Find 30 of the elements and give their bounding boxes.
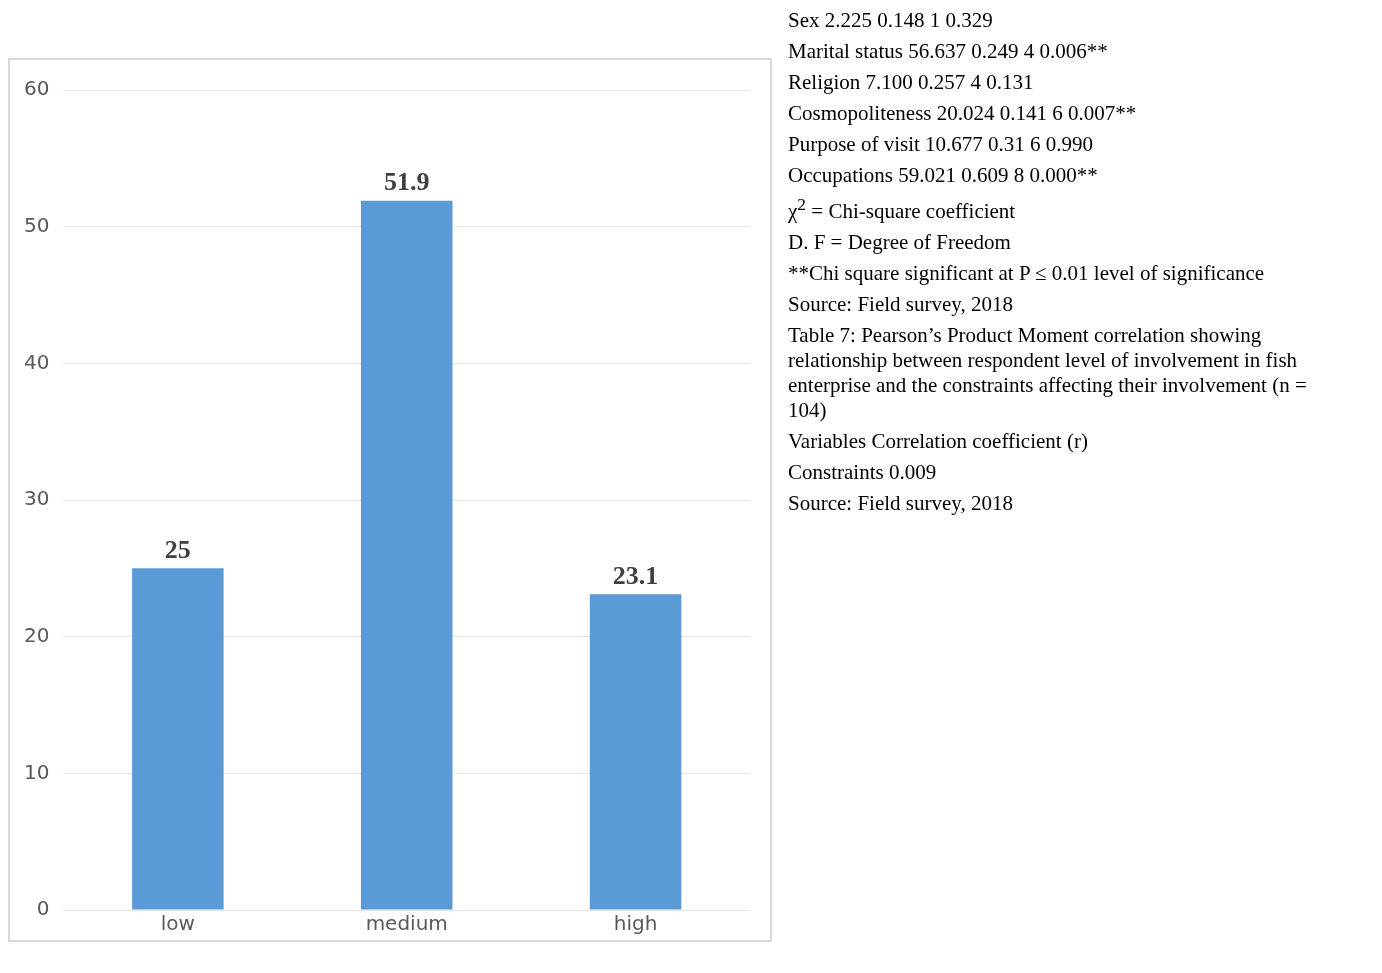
caption: Table 7: Pearson’s Product Moment correlation showing relationship between respondent level of involvement in fish enterprise and the constraints affecting their involvement (n = 104): [788, 323, 1308, 423]
bar: [589, 594, 682, 910]
text: χ$^{2}$ = Chi-square coefficient: [788, 194, 1017, 224]
x-tick-label: high: [613, 911, 658, 936]
data-label: 23.1: [612, 561, 659, 591]
y-tick-label: 40: [24, 349, 50, 374]
x-tick-label: low: [160, 911, 195, 936]
y-tick-label: 10: [24, 759, 50, 784]
text: D. F = Degree of Freedom: [788, 230, 1012, 255]
text: Marital status 56.637 0.249 4 0.006**: [788, 39, 1109, 64]
bar: [360, 200, 453, 910]
data-label: 25: [164, 535, 191, 565]
x-tick-label: medium: [365, 911, 448, 936]
y-tick-label: 30: [24, 486, 50, 511]
text: **Chi square significant at P ≤ 0.01 level of significance: [788, 261, 1266, 286]
text: Religion 7.100 0.257 4 0.131: [788, 70, 1035, 95]
text: Variables Correlation coefficient (r): [788, 429, 1089, 454]
text: Sex 2.225 0.148 1 0.329: [788, 8, 994, 33]
bar: [132, 568, 224, 910]
text: Constraints 0.009: [788, 460, 938, 485]
y-tick-label: 0: [36, 896, 50, 921]
y-tick-label: 20: [24, 622, 50, 647]
y-tick-label: 60: [24, 76, 50, 101]
source-note: Source: Field survey, 2018: [788, 292, 1014, 317]
text: Cosmopoliteness 20.024 0.141 6 0.007**: [788, 101, 1138, 126]
y-tick-label: 50: [24, 212, 50, 237]
source-note: Source: Field survey, 2018: [788, 491, 1014, 516]
text: Purpose of visit 10.677 0.31 6 0.990: [788, 132, 1095, 157]
text: Occupations 59.021 0.609 8 0.000**: [788, 163, 1099, 188]
data-label: 51.9: [383, 167, 430, 197]
